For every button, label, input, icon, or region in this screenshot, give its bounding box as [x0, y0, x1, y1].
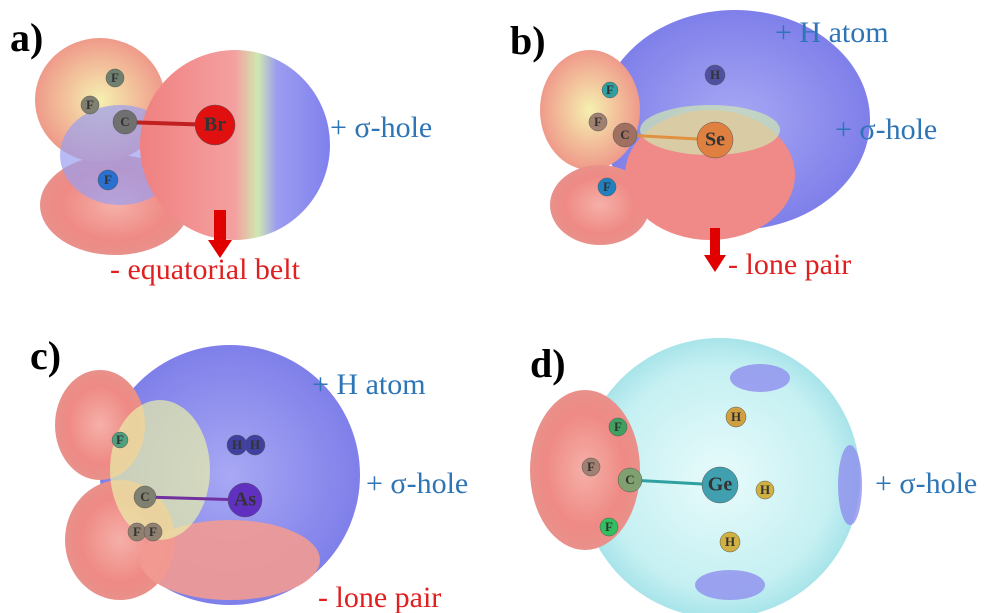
atom-label: Se	[705, 129, 725, 151]
panel-label: d)	[530, 341, 566, 386]
atom	[97, 169, 119, 191]
panel-label: c)	[30, 333, 61, 378]
atom-label: Br	[204, 114, 226, 136]
atom-label: F	[86, 97, 94, 112]
atom-label: F	[605, 519, 613, 534]
atom-label: H	[731, 409, 741, 424]
atom	[581, 457, 601, 477]
atom	[696, 121, 734, 159]
annotation: - lone pair	[728, 248, 851, 281]
atom-label: C	[120, 114, 129, 129]
annotation: - lone pair	[318, 581, 441, 613]
panel-d-surface	[530, 338, 862, 613]
atom	[105, 68, 125, 88]
atom	[194, 104, 236, 146]
panel-c-surface	[55, 345, 360, 605]
atom-label: F	[149, 524, 157, 539]
panel-b-surface	[540, 10, 870, 272]
atom-label: F	[104, 172, 112, 187]
panel-label: a)	[10, 15, 43, 60]
panel-label: b)	[510, 18, 546, 63]
atom	[227, 482, 263, 518]
annotation: + σ-hole	[330, 111, 432, 144]
annotation: + H atom	[775, 16, 889, 49]
atom-label: F	[111, 70, 119, 85]
atom-label: H	[250, 437, 260, 452]
atom	[133, 485, 157, 509]
atom-label: H	[232, 437, 242, 452]
atom	[612, 122, 638, 148]
atom-label: F	[116, 432, 124, 447]
panel-a-surface	[35, 38, 330, 258]
atom-label: F	[606, 82, 614, 97]
atom	[143, 522, 163, 542]
atom-label: H	[760, 482, 770, 497]
atom	[601, 81, 619, 99]
atom-label: C	[625, 472, 634, 487]
atom-label: Ge	[708, 474, 733, 496]
atom	[719, 531, 741, 553]
atom-label: F	[603, 179, 611, 194]
atom-label: F	[133, 524, 141, 539]
annotation: + σ-hole	[366, 467, 468, 500]
atom	[755, 480, 775, 500]
atom	[599, 517, 619, 537]
atom	[588, 112, 608, 132]
atom	[608, 417, 628, 437]
annotation: + σ-hole	[875, 467, 977, 500]
atom-label: H	[710, 67, 720, 82]
atom	[597, 177, 617, 197]
annotation: - equatorial belt	[110, 253, 301, 286]
atom-label: F	[587, 459, 595, 474]
atom	[704, 64, 726, 86]
annotation: + σ-hole	[835, 113, 937, 146]
atom	[725, 406, 747, 428]
atom	[244, 434, 266, 456]
atom-label: As	[234, 489, 256, 511]
atom-label: C	[620, 127, 629, 142]
atom	[617, 467, 643, 493]
atom	[111, 431, 129, 449]
atom	[701, 466, 739, 504]
atom-label: H	[725, 534, 735, 549]
atom-label: F	[594, 114, 602, 129]
atom	[80, 95, 100, 115]
atom-label: C	[140, 489, 149, 504]
atom	[112, 109, 138, 135]
atom-label: F	[614, 419, 622, 434]
annotation: + H atom	[312, 368, 426, 401]
